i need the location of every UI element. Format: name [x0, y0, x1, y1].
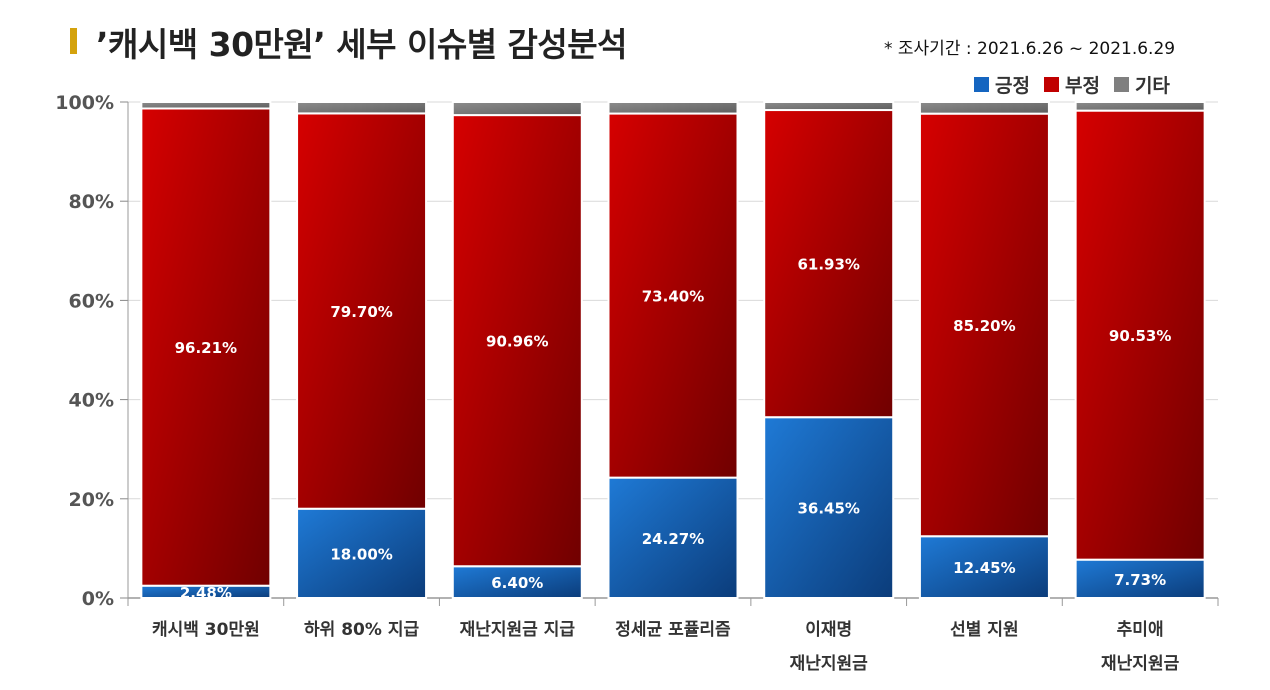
- bar-segment-other: [763, 101, 895, 112]
- bar-segment-other: [1074, 101, 1206, 112]
- y-tick-label: 60%: [69, 290, 114, 312]
- legend-item-other: 기타: [1113, 71, 1170, 98]
- y-tick-label: 40%: [69, 390, 114, 412]
- data-label: 12.45%: [953, 559, 1015, 577]
- bar-segment-positive: [296, 507, 428, 599]
- bar-segment-positive: [607, 476, 739, 599]
- data-label: 18.00%: [330, 545, 392, 563]
- bar-segment-other: [918, 101, 1050, 115]
- bar-segment-negative: [607, 112, 739, 479]
- survey-period: * 조사기간 : 2021.6.26 ~ 2021.6.29: [884, 39, 1176, 59]
- legend: 긍정 부정 기타: [974, 71, 1170, 98]
- y-tick-label: 80%: [69, 191, 114, 213]
- data-label: 96.21%: [175, 339, 237, 357]
- data-label: 7.73%: [1114, 571, 1166, 589]
- x-tick-label: 재난지원금: [790, 654, 869, 674]
- data-label: 85.20%: [953, 317, 1015, 335]
- legend-swatch-negative: [1043, 77, 1059, 92]
- y-tick-label: 0%: [82, 588, 114, 610]
- data-label: 79.70%: [330, 303, 392, 321]
- data-label: 2.48%: [180, 584, 232, 602]
- x-tick-label: 하위 80% 지급: [304, 620, 419, 640]
- legend-swatch-positive: [974, 77, 989, 92]
- bar-segment-negative: [140, 107, 272, 587]
- x-tick-label: 선별 지원: [950, 620, 1018, 640]
- x-tick-label: 재난지원금 지급: [460, 620, 576, 640]
- legend-label-positive: 긍정: [995, 75, 1030, 97]
- legend-label-other: 기타: [1134, 75, 1170, 97]
- data-label: 61.93%: [797, 256, 859, 274]
- data-label: 36.45%: [797, 500, 859, 518]
- bar-segment-positive: [763, 416, 895, 600]
- bar-segment-negative: [918, 112, 1050, 538]
- title-marker: [70, 28, 77, 54]
- x-tick-label: 이재명: [805, 620, 852, 640]
- x-tick-label: 재난지원금: [1101, 654, 1180, 674]
- data-label: 24.27%: [642, 530, 704, 548]
- bar-segment-other: [451, 101, 583, 117]
- x-tick-label: 추미애: [1117, 620, 1164, 640]
- bar-segment-other: [296, 101, 428, 115]
- bar-segment-other: [140, 101, 272, 110]
- data-label: 6.40%: [491, 574, 543, 592]
- legend-label-negative: 부정: [1064, 75, 1100, 97]
- bar-segment-other: [607, 101, 739, 115]
- y-tick-label: 100%: [55, 92, 114, 114]
- bar-segment-negative: [451, 114, 583, 568]
- x-tick-label: 정세균 포퓰리즘: [615, 620, 731, 640]
- bar-segment-negative: [763, 109, 895, 419]
- legend-swatch-other: [1113, 77, 1129, 92]
- bar-segment-negative: [296, 112, 428, 510]
- bar-segment-negative: [1074, 109, 1206, 561]
- legend-item-positive: 긍정: [974, 71, 1030, 98]
- x-tick-label: 캐시백 30만원: [152, 620, 260, 640]
- y-tick-label: 20%: [69, 489, 114, 511]
- data-label: 73.40%: [642, 288, 704, 306]
- data-label: 90.53%: [1109, 327, 1171, 345]
- legend-item-negative: 부정: [1043, 71, 1100, 98]
- chart-title: ’캐시백 30만원’ 세부 이슈별 감성분석: [96, 25, 628, 64]
- data-label: 90.96%: [486, 333, 548, 351]
